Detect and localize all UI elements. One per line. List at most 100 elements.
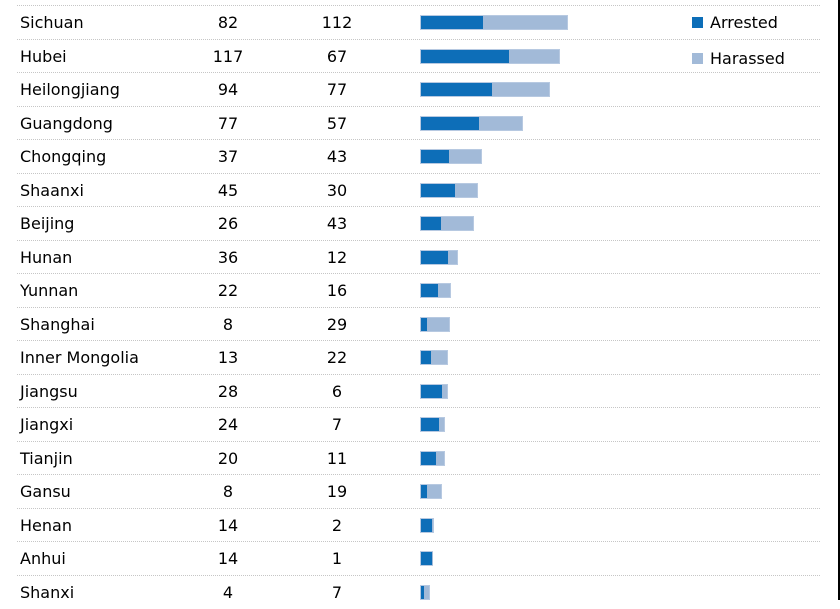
province-name: Chongqing <box>20 147 180 166</box>
row-divider <box>17 206 820 207</box>
arrested-count: 14 <box>180 516 276 535</box>
harassed-bar-segment <box>448 251 457 264</box>
harassed-count: 7 <box>289 415 385 434</box>
harassed-bar-segment <box>442 385 447 398</box>
stacked-bar <box>421 452 444 465</box>
harassed-bar-segment <box>438 284 450 297</box>
harassed-count: 11 <box>289 449 385 468</box>
arrested-count: 13 <box>180 348 276 367</box>
province-name: Hubei <box>20 47 180 66</box>
table-row: Heilongjiang 94 77 <box>0 73 840 107</box>
harassed-count: 2 <box>289 516 385 535</box>
bar-cell <box>421 117 522 130</box>
arrested-bar-segment <box>421 117 479 130</box>
table-row: Beijing 26 43 <box>0 207 840 241</box>
harassed-count: 57 <box>289 114 385 133</box>
arrested-bar-segment <box>421 418 439 431</box>
harassed-bar-segment <box>492 83 550 96</box>
arrested-bar-segment <box>421 519 432 532</box>
province-name: Inner Mongolia <box>20 348 180 367</box>
row-divider <box>17 106 820 107</box>
arrested-bar-segment <box>421 150 449 163</box>
province-name: Heilongjiang <box>20 80 180 99</box>
harassed-bar-segment <box>431 351 448 364</box>
arrested-count: 117 <box>180 47 276 66</box>
arrested-swatch-icon <box>692 17 703 28</box>
stacked-bar <box>421 552 432 565</box>
table-row: Guangdong 77 57 <box>0 107 840 141</box>
province-table: Sichuan 82 112 Hubei 117 67 Heilongjiang… <box>0 6 840 609</box>
row-divider <box>17 307 820 308</box>
row-divider <box>17 273 820 274</box>
province-name: Shanghai <box>20 315 180 334</box>
row-divider <box>17 441 820 442</box>
row-divider <box>17 407 820 408</box>
harassed-count: 6 <box>289 382 385 401</box>
row-divider <box>17 5 820 6</box>
row-divider <box>17 173 820 174</box>
table-row: Chongqing 37 43 <box>0 140 840 174</box>
arrested-bar-segment <box>421 184 455 197</box>
arrested-bar-segment <box>421 452 436 465</box>
bar-cell <box>421 251 457 264</box>
table-row: Tianjin 20 11 <box>0 442 840 476</box>
arrested-count: 8 <box>180 482 276 501</box>
stacked-bar <box>421 385 447 398</box>
legend-item-arrested: Arrested <box>692 16 785 28</box>
row-divider <box>17 240 820 241</box>
table-row: Shanghai 8 29 <box>0 308 840 342</box>
table-row: Gansu 8 19 <box>0 475 840 509</box>
bar-cell <box>421 552 432 565</box>
bar-cell <box>421 418 444 431</box>
arrested-count: 4 <box>180 583 276 602</box>
harassed-bar-segment <box>483 16 567 29</box>
harassed-bar-segment <box>427 485 441 498</box>
harassed-bar-segment <box>427 318 449 331</box>
row-divider <box>17 72 820 73</box>
row-divider <box>17 139 820 140</box>
harassed-count: 16 <box>289 281 385 300</box>
row-divider <box>17 474 820 475</box>
bar-cell <box>421 452 444 465</box>
harassed-count: 29 <box>289 315 385 334</box>
harassed-swatch-icon <box>692 53 703 64</box>
harassed-count: 77 <box>289 80 385 99</box>
province-name: Jiangxi <box>20 415 180 434</box>
table-row: Shanxi 4 7 <box>0 576 840 609</box>
arrested-count: 77 <box>180 114 276 133</box>
arrested-count: 94 <box>180 80 276 99</box>
arrested-count: 36 <box>180 248 276 267</box>
harassed-bar-segment <box>449 150 481 163</box>
harassed-bar-segment <box>441 217 473 230</box>
harassed-count: 30 <box>289 181 385 200</box>
province-name: Sichuan <box>20 13 180 32</box>
harassed-bar-segment <box>424 586 429 599</box>
arrested-bar-segment <box>421 385 442 398</box>
harassed-count: 43 <box>289 147 385 166</box>
harassed-count: 22 <box>289 348 385 367</box>
stacked-bar <box>421 83 549 96</box>
harassed-bar-segment <box>439 418 444 431</box>
stacked-bar <box>421 184 477 197</box>
bar-cell <box>421 50 559 63</box>
bar-cell <box>421 184 477 197</box>
bar-cell <box>421 485 441 498</box>
arrested-bar-segment <box>421 351 431 364</box>
arrested-count: 37 <box>180 147 276 166</box>
province-name: Beijing <box>20 214 180 233</box>
harassed-count: 12 <box>289 248 385 267</box>
harassed-bar-segment <box>509 50 559 63</box>
stacked-bar <box>421 485 441 498</box>
table-row: Henan 14 2 <box>0 509 840 543</box>
arrested-count: 45 <box>180 181 276 200</box>
bar-cell <box>421 150 481 163</box>
arrested-bar-segment <box>421 83 492 96</box>
harassed-bar-segment <box>432 552 433 565</box>
stacked-bar <box>421 16 567 29</box>
stacked-bar <box>421 150 481 163</box>
row-divider <box>17 374 820 375</box>
harassed-bar-segment <box>436 452 444 465</box>
row-divider <box>17 340 820 341</box>
province-name: Guangdong <box>20 114 180 133</box>
